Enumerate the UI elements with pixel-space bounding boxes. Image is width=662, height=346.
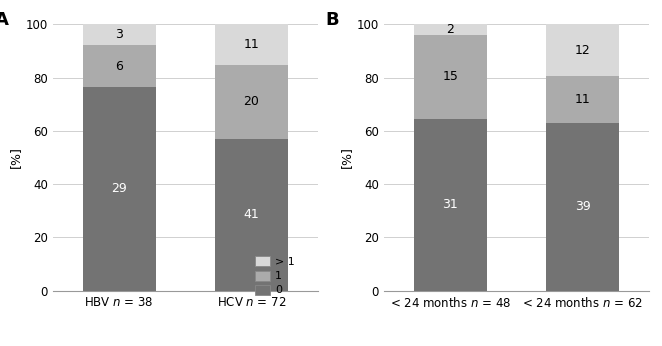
Y-axis label: [%]: [%] <box>9 146 22 169</box>
Y-axis label: [%]: [%] <box>340 146 353 169</box>
Text: B: B <box>326 11 340 29</box>
Bar <box>83 87 156 291</box>
Text: 39: 39 <box>575 200 591 213</box>
Text: 15: 15 <box>442 71 458 83</box>
Text: 11: 11 <box>575 93 591 106</box>
Text: 6: 6 <box>115 60 123 73</box>
Text: 11: 11 <box>244 38 260 51</box>
Bar <box>83 45 156 87</box>
Text: 2: 2 <box>446 23 454 36</box>
Bar <box>414 35 487 119</box>
Bar <box>215 139 288 291</box>
Bar <box>546 123 619 291</box>
Bar <box>546 24 619 76</box>
Bar <box>414 119 487 291</box>
Text: 12: 12 <box>575 44 591 56</box>
Legend: > 1, 1, 0: > 1, 1, 0 <box>255 256 295 295</box>
Bar <box>215 65 288 139</box>
Bar <box>83 24 156 45</box>
Bar <box>215 24 288 65</box>
Bar <box>414 24 487 35</box>
Bar <box>546 76 619 123</box>
Text: A: A <box>0 11 9 29</box>
Text: 29: 29 <box>111 182 127 195</box>
Text: 31: 31 <box>442 198 458 211</box>
Text: 20: 20 <box>244 95 260 108</box>
Text: 3: 3 <box>115 28 123 41</box>
Text: 41: 41 <box>244 208 260 221</box>
